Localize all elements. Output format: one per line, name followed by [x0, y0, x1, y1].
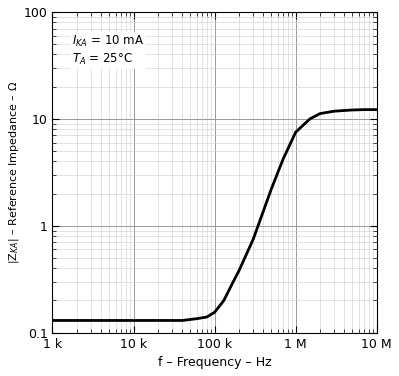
X-axis label: f – Frequency – Hz: f – Frequency – Hz [158, 356, 271, 369]
Text: $I_{KA}$ = 10 mA
$T_A$ = 25°C: $I_{KA}$ = 10 mA $T_A$ = 25°C [72, 34, 144, 67]
Y-axis label: |Z$_{KA}$| – Reference Impedance – Ω: |Z$_{KA}$| – Reference Impedance – Ω [7, 81, 21, 264]
